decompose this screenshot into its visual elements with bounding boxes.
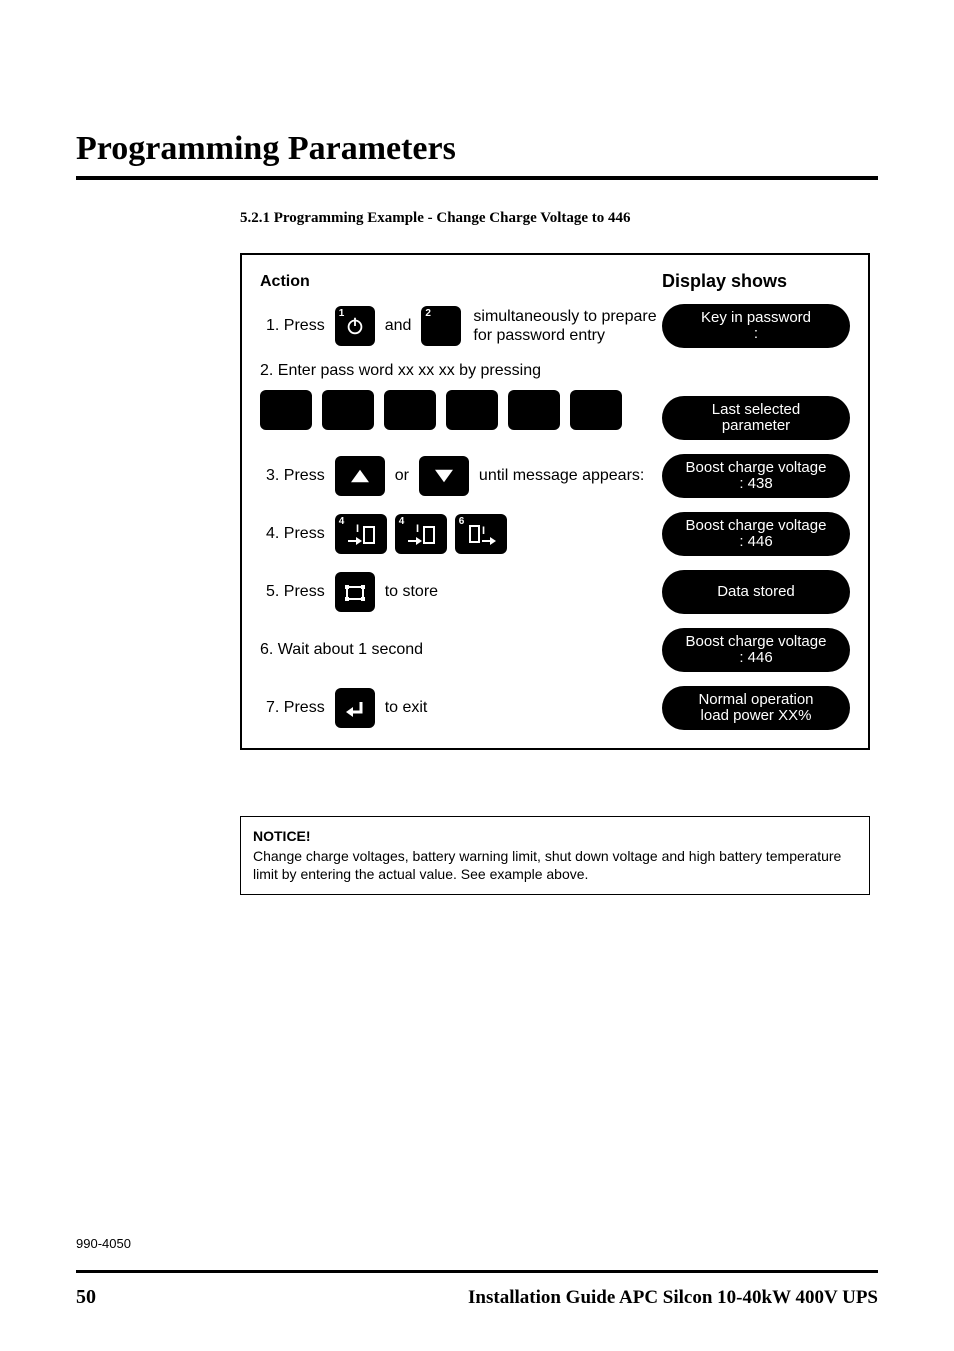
step-6: 6. Wait about 1 second Boost charge volt… bbox=[260, 628, 850, 672]
step-2-text: 2. Enter pass word xx xx xx by pressing bbox=[260, 362, 660, 380]
column-header-action: Action bbox=[260, 273, 660, 291]
step-1-post-line2: for password entry bbox=[473, 326, 656, 345]
step-4-action: 4. Press 4 I 4 I 6 I bbox=[260, 514, 660, 554]
notice-body: Change charge voltages, battery warning … bbox=[253, 847, 857, 883]
svg-text:I: I bbox=[356, 523, 359, 535]
down-arrow-key-icon bbox=[419, 456, 469, 496]
step-5-action: 5. Press to store bbox=[260, 572, 660, 612]
blank-key-icon bbox=[446, 390, 498, 430]
lcd-display: Normal operation load power XX% bbox=[662, 686, 850, 730]
lcd-line2: load power XX% bbox=[701, 708, 812, 725]
page-number: 50 bbox=[76, 1286, 96, 1309]
step-2-keys bbox=[260, 390, 660, 430]
step-3-action: 3. Press or until message appears: bbox=[260, 456, 660, 496]
lcd-line1: Last selected bbox=[712, 402, 800, 419]
enter-key-icon bbox=[335, 688, 375, 728]
lcd-line1: Boost charge voltage bbox=[686, 634, 827, 651]
lcd-line1: Normal operation bbox=[698, 692, 813, 709]
step-3: 3. Press or until message appears: Boost… bbox=[260, 454, 850, 498]
lcd-line2: : 446 bbox=[739, 650, 772, 667]
svg-text:I: I bbox=[416, 523, 419, 535]
lcd-line1: Boost charge voltage bbox=[686, 460, 827, 477]
step-7-action: 7. Press to exit bbox=[260, 688, 660, 728]
lcd-display: Data stored bbox=[662, 570, 850, 614]
step-5-post: to store bbox=[385, 583, 438, 601]
store-key-icon bbox=[335, 572, 375, 612]
digit-shift-key-icon: 4 I bbox=[335, 514, 387, 554]
blank-key-icon bbox=[508, 390, 560, 430]
lcd-line2: : 438 bbox=[739, 476, 772, 493]
up-arrow-key-icon bbox=[335, 456, 385, 496]
page-footer: 50 Installation Guide APC Silcon 10-40kW… bbox=[76, 1286, 878, 1309]
step-4: 4. Press 4 I 4 I 6 I Boost charge voltag… bbox=[260, 512, 850, 556]
step-6-text: 6. Wait about 1 second bbox=[260, 635, 660, 665]
power-key-icon: 1 bbox=[335, 306, 375, 346]
step-2: 2. Enter pass word xx xx xx by pressing … bbox=[260, 362, 850, 440]
key-superscript: 4 bbox=[339, 516, 345, 527]
step-3-mid: or bbox=[395, 467, 409, 485]
lcd-display: Boost charge voltage : 446 bbox=[662, 512, 850, 556]
step-7: 7. Press to exit Normal operation load p… bbox=[260, 686, 850, 730]
example-figure: Action Display shows 1. Press 1 and 2 si… bbox=[240, 253, 870, 750]
step-1-post: simultaneously to prepare for password e… bbox=[473, 307, 656, 345]
step-1-pre: 1. Press bbox=[266, 317, 325, 335]
document-id: 990-4050 bbox=[76, 1236, 131, 1251]
footer-title: Installation Guide APC Silcon 10-40kW 40… bbox=[468, 1287, 878, 1309]
lcd-line1: Key in password bbox=[701, 310, 811, 327]
blank-key-icon bbox=[322, 390, 374, 430]
step-7-pre: 7. Press bbox=[266, 699, 325, 717]
notice-box: NOTICE! Change charge voltages, battery … bbox=[240, 816, 870, 895]
lcd-display: Key in password : bbox=[662, 304, 850, 348]
figure-header-row: Action Display shows bbox=[260, 271, 850, 292]
blank-key-icon bbox=[384, 390, 436, 430]
lcd-display: Boost charge voltage : 438 bbox=[662, 454, 850, 498]
step-1: 1. Press 1 and 2 simultaneously to prepa… bbox=[260, 304, 850, 348]
svg-text:I: I bbox=[482, 525, 485, 537]
lcd-display: Boost charge voltage : 446 bbox=[662, 628, 850, 672]
step-3-pre: 3. Press bbox=[266, 467, 325, 485]
lcd-line2: : bbox=[754, 326, 758, 343]
cursor-right-key-icon: 6 I bbox=[455, 514, 507, 554]
step-5: 5. Press to store Data stored bbox=[260, 570, 850, 614]
column-header-display: Display shows bbox=[662, 271, 850, 292]
step-5-pre: 5. Press bbox=[266, 583, 325, 601]
lcd-line2: : 446 bbox=[739, 534, 772, 551]
blank-key-2-icon: 2 bbox=[421, 306, 461, 346]
digit-shift-key-icon: 4 I bbox=[395, 514, 447, 554]
title-rule bbox=[76, 176, 878, 180]
lcd-line2: parameter bbox=[722, 418, 790, 435]
key-superscript: 6 bbox=[459, 516, 465, 527]
step-4-pre: 4. Press bbox=[266, 525, 325, 543]
notice-title: NOTICE! bbox=[253, 827, 857, 845]
step-1-post-line1: simultaneously to prepare bbox=[473, 307, 656, 326]
step-3-post: until message appears: bbox=[479, 467, 644, 485]
step-1-action: 1. Press 1 and 2 simultaneously to prepa… bbox=[260, 306, 660, 346]
footer-rule bbox=[76, 1270, 878, 1273]
lcd-line1: Boost charge voltage bbox=[686, 518, 827, 535]
step-1-mid: and bbox=[385, 317, 412, 335]
step-7-post: to exit bbox=[385, 699, 428, 717]
key-superscript: 4 bbox=[399, 516, 405, 527]
blank-key-icon bbox=[570, 390, 622, 430]
key-superscript-1: 1 bbox=[339, 308, 345, 319]
section-heading: 5.2.1 Programming Example - Change Charg… bbox=[240, 210, 878, 227]
lcd-line1: Data stored bbox=[717, 584, 795, 601]
page-title: Programming Parameters bbox=[76, 130, 878, 168]
document-page: Programming Parameters 5.2.1 Programming… bbox=[0, 0, 954, 1351]
lcd-display: Last selected parameter bbox=[662, 396, 850, 440]
key-superscript-2: 2 bbox=[425, 308, 431, 319]
blank-key-icon bbox=[260, 390, 312, 430]
